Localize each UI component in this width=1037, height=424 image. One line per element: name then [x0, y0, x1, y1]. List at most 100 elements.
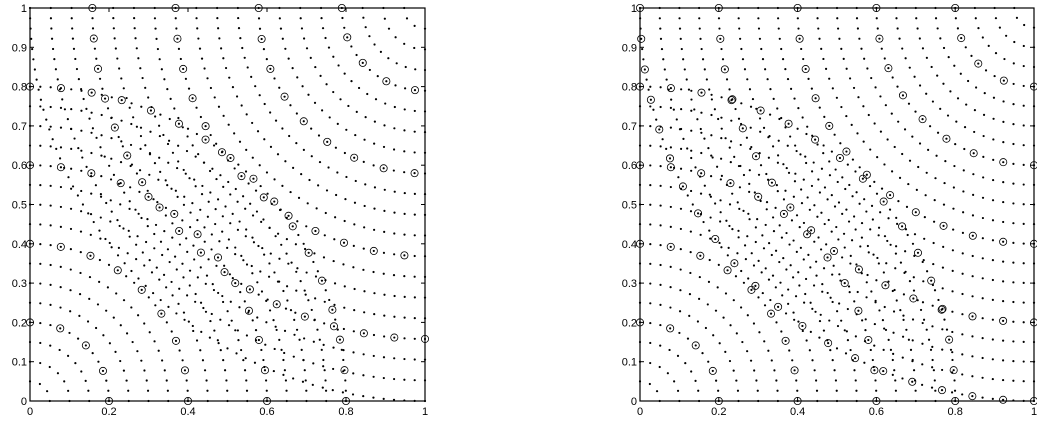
data-point — [163, 229, 166, 233]
data-point — [309, 56, 312, 59]
data-point — [690, 149, 693, 152]
data-point — [113, 126, 116, 129]
data-point — [849, 348, 852, 352]
data-point — [332, 90, 335, 94]
data-point — [833, 133, 836, 136]
data-point — [666, 372, 669, 375]
data-point — [293, 318, 296, 322]
data-point — [311, 383, 314, 386]
data-point — [795, 250, 798, 253]
data-point — [848, 291, 851, 294]
data-point — [58, 348, 61, 352]
data-point — [865, 210, 868, 213]
data-point — [981, 237, 984, 240]
data-point — [649, 302, 652, 305]
data-point — [719, 199, 722, 202]
data-point — [867, 113, 870, 117]
data-point-circled — [824, 339, 833, 348]
data-point — [716, 165, 719, 168]
data-point — [740, 47, 743, 51]
data-point — [175, 27, 178, 30]
data-point — [413, 46, 416, 50]
data-point — [153, 247, 156, 250]
data-point — [403, 129, 406, 132]
data-point-circled — [957, 34, 966, 43]
data-point — [129, 143, 133, 147]
data-point — [166, 389, 169, 392]
data-point — [193, 258, 196, 261]
data-point — [204, 125, 207, 128]
data-point — [317, 184, 320, 187]
data-point — [354, 133, 357, 137]
data-point — [209, 133, 212, 137]
data-point — [372, 164, 375, 167]
data-point — [149, 109, 153, 112]
data-point — [778, 260, 781, 264]
data-point — [710, 98, 713, 101]
data-point — [917, 165, 920, 169]
data-point — [316, 270, 319, 273]
data-point — [971, 234, 974, 237]
data-point — [362, 160, 365, 163]
data-point — [923, 237, 926, 240]
data-point — [288, 134, 291, 138]
data-point — [183, 369, 187, 372]
data-point — [233, 167, 236, 170]
data-point — [750, 145, 753, 149]
data-point — [707, 360, 710, 363]
data-point — [1001, 359, 1005, 362]
data-point — [291, 67, 294, 70]
data-point — [916, 27, 919, 30]
data-point — [816, 215, 819, 218]
data-point — [809, 301, 812, 304]
data-point — [649, 361, 652, 365]
data-point — [936, 74, 939, 77]
data-point — [250, 264, 253, 268]
data-point-circled — [369, 246, 378, 255]
data-point — [866, 244, 869, 248]
data-point — [177, 122, 181, 125]
data-point — [147, 195, 150, 198]
data-point — [724, 137, 727, 140]
data-point — [39, 183, 42, 187]
data-point — [282, 289, 285, 293]
data-point — [69, 227, 73, 231]
data-point-circled — [918, 115, 927, 124]
data-point — [152, 291, 155, 295]
data-point — [153, 162, 157, 165]
data-point — [899, 261, 903, 264]
data-point-circled — [220, 268, 229, 277]
plot-frame — [29, 7, 426, 402]
data-point — [763, 340, 766, 343]
data-point — [39, 164, 42, 167]
y-tick-label: 0.2 — [12, 317, 27, 329]
data-point — [119, 203, 122, 206]
data-point — [39, 203, 42, 206]
data-point — [649, 164, 652, 167]
data-point — [237, 27, 241, 30]
data-point — [262, 196, 265, 199]
data-point — [830, 194, 833, 197]
data-point — [1012, 62, 1015, 65]
data-point — [921, 342, 924, 345]
data-point — [181, 262, 184, 265]
data-point — [735, 332, 738, 335]
data-point — [195, 132, 198, 136]
x-tick-label: 1 — [1031, 406, 1037, 418]
data-point — [278, 86, 281, 89]
data-point — [131, 340, 134, 344]
data-point-circled — [328, 305, 337, 314]
data-point — [251, 272, 254, 275]
data-point — [387, 27, 391, 30]
data-point — [189, 226, 192, 229]
data-point-circled — [927, 276, 936, 285]
data-point — [875, 17, 878, 20]
data-point-circled — [359, 329, 368, 338]
data-point — [164, 179, 167, 182]
data-point — [874, 86, 877, 89]
data-point — [240, 348, 243, 352]
data-point — [960, 36, 963, 40]
data-point — [746, 314, 749, 317]
data-point — [162, 133, 165, 137]
data-point — [240, 104, 243, 107]
